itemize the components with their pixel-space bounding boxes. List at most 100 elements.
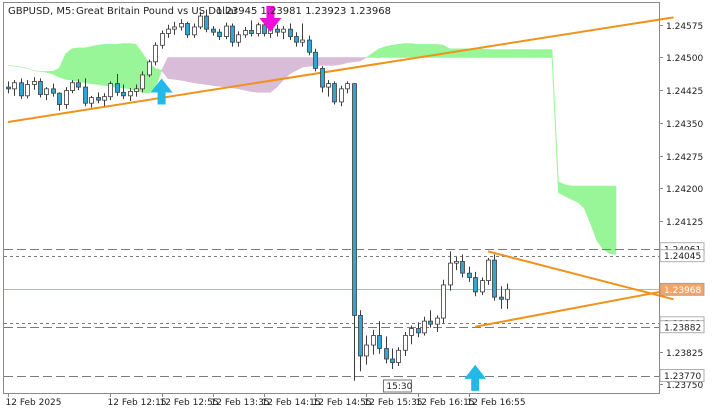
trendline [7, 16, 674, 123]
price-tick-label: 1.24350 [666, 120, 703, 130]
time-tick-label: 12 Feb 16:55 [467, 398, 526, 408]
candle [300, 23, 305, 47]
candle [409, 325, 414, 345]
kumo-segment [526, 49, 534, 58]
candle [428, 310, 433, 328]
candle-body [160, 33, 165, 46]
candle [121, 84, 126, 99]
candle-body [307, 39, 312, 53]
kumo-segment [154, 67, 162, 89]
kumo-segment [174, 57, 182, 81]
kumo-segment [327, 57, 335, 66]
kumo-segment [353, 57, 361, 63]
candle-body [281, 28, 286, 33]
candle [76, 79, 81, 91]
candle [44, 87, 49, 101]
candle [358, 310, 363, 372]
time-tick-label: 12 Feb 13:35 [211, 398, 270, 408]
candle [211, 26, 216, 36]
candle-body [19, 82, 24, 97]
candle-body [217, 31, 222, 37]
header-description: Great Britain Pound vs US Dollar [76, 6, 239, 17]
candle [416, 322, 421, 338]
candle [422, 316, 427, 336]
sell-arrow-icon [259, 6, 282, 33]
candle-body [121, 91, 126, 97]
candle [32, 77, 37, 90]
candle [364, 335, 369, 365]
candle-body [256, 24, 261, 34]
kumo-segment [410, 43, 418, 58]
candle-body [25, 84, 30, 97]
candle [396, 347, 401, 366]
price-tick-label: 1.24125 [666, 218, 703, 228]
kumo-segment [231, 57, 239, 90]
kumo-segment [186, 57, 194, 84]
kumo-segment [359, 57, 367, 62]
candle-body [134, 88, 139, 92]
candle [249, 20, 254, 37]
candle [320, 66, 325, 93]
kumo-segment [212, 57, 220, 87]
candle [134, 84, 139, 97]
candle-body [460, 261, 465, 274]
kumo-segment [257, 57, 265, 93]
candle-body [480, 280, 485, 293]
candle-body [147, 61, 152, 76]
kumo-segment [487, 49, 495, 58]
candle [166, 24, 171, 38]
candles [6, 9, 510, 381]
candle [25, 80, 30, 99]
candle-body [403, 335, 408, 351]
candle [6, 81, 11, 94]
kumo-segment [609, 185, 617, 255]
kumo-segment [244, 57, 252, 92]
buy-arrow-icon [150, 78, 173, 105]
candle [204, 9, 209, 33]
kumo-segment [65, 48, 73, 81]
candle-body [115, 83, 120, 93]
candle-body [486, 259, 491, 281]
kumo-segment [596, 185, 604, 251]
candle [179, 19, 184, 31]
candle-body [313, 51, 318, 69]
candle [160, 30, 165, 49]
candle-body [108, 83, 113, 98]
candle-body [499, 296, 504, 300]
candle-body [326, 83, 331, 88]
time-tick-label: 12 Feb 2025 [6, 398, 62, 408]
candle [224, 22, 229, 40]
kumo-segment [250, 57, 258, 93]
time-tick-label: 12 Feb 14:15 [262, 398, 321, 408]
price-tick-label: 1.24425 [666, 87, 703, 97]
candle [480, 277, 485, 295]
kumo-segment [71, 47, 79, 82]
candle [294, 32, 299, 47]
kumo-segment [545, 49, 553, 58]
candle [140, 71, 145, 93]
kumo-segment [103, 44, 111, 87]
kumo-segment [78, 47, 86, 84]
candle-body [64, 90, 69, 105]
candle [281, 26, 286, 40]
header-ohlc: 1.23945 1.23981 1.23923 1.23968 [216, 6, 391, 17]
candle [19, 78, 24, 99]
candle [89, 95, 94, 108]
candle [326, 80, 331, 97]
candle [441, 279, 446, 324]
candle-body [441, 284, 446, 319]
candle-body [352, 83, 357, 316]
candle [51, 83, 56, 97]
candle [70, 80, 75, 94]
price-tick-label: 1.23825 [666, 349, 703, 359]
kumo-segment [180, 57, 188, 82]
candle [108, 81, 113, 101]
candle-body [243, 30, 248, 36]
kumo-segment [398, 43, 406, 58]
time-tick-label: 12 Feb 16:15 [416, 398, 475, 408]
candle [147, 59, 152, 78]
candle [64, 87, 69, 109]
candle [256, 22, 261, 37]
